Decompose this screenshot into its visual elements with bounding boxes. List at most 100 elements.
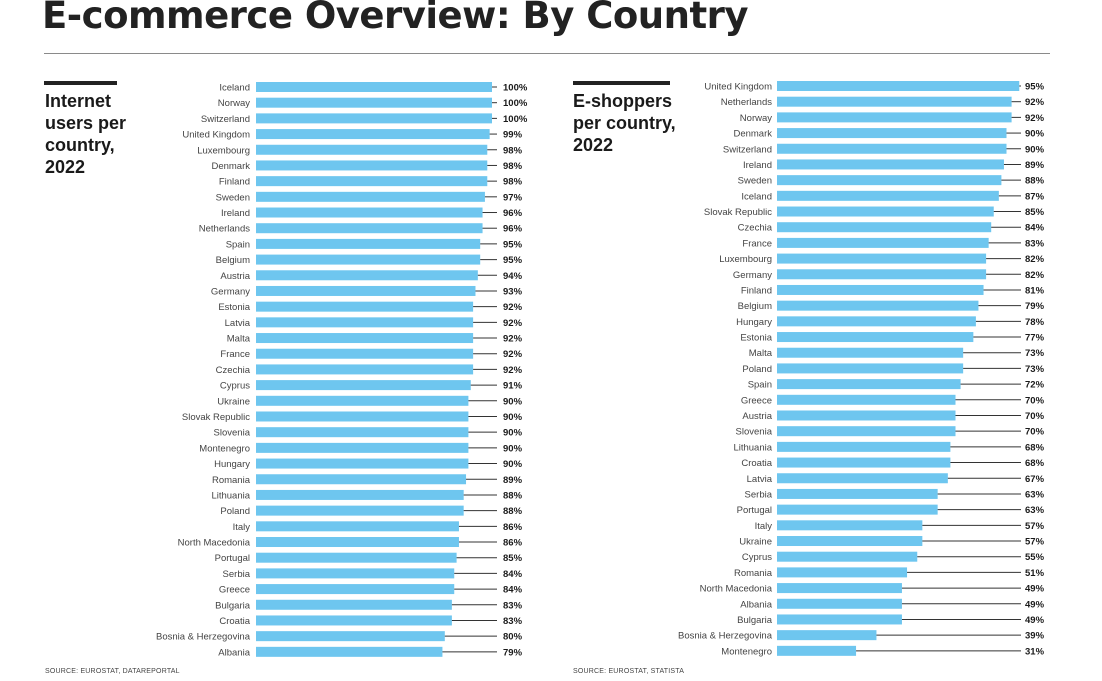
data-label: 51% [1025, 568, 1045, 579]
data-label: 31% [1025, 646, 1045, 657]
category-label: Luxembourg [719, 254, 772, 265]
panel-title-line: per country, [573, 113, 676, 133]
bar [256, 521, 459, 532]
category-label: Malta [227, 334, 251, 345]
bar [777, 536, 923, 547]
category-label: France [742, 238, 772, 249]
bar [256, 427, 469, 438]
panel-title-internet-users: Internet users per country, 2022 [45, 90, 126, 178]
category-label: Czechia [216, 365, 251, 376]
bar [256, 191, 485, 202]
category-label: Latvia [225, 318, 251, 329]
bar [256, 631, 445, 642]
category-label: Greece [741, 395, 772, 406]
category-label: Spain [226, 239, 250, 250]
data-label: 90% [503, 396, 523, 407]
data-label: 79% [503, 647, 523, 658]
data-label: 49% [1025, 599, 1045, 610]
bar [777, 112, 1012, 123]
bar [256, 129, 490, 140]
category-label: Austria [742, 411, 772, 422]
data-label: 93% [503, 286, 523, 297]
bar [777, 128, 1007, 139]
category-label: Belgium [738, 301, 772, 312]
data-label: 68% [1025, 458, 1045, 469]
bar [256, 207, 483, 218]
source-note-eshoppers: SOURCE: EUROSTAT, STATISTA [573, 668, 685, 675]
bar [256, 395, 469, 406]
bar [256, 442, 469, 453]
bar [777, 630, 877, 641]
category-label: Estonia [218, 302, 250, 313]
data-label: 67% [1025, 474, 1045, 485]
data-label: 95% [503, 239, 523, 250]
category-label: Croatia [741, 458, 772, 469]
data-label: 88% [1025, 176, 1045, 187]
category-label: Poland [742, 364, 772, 375]
panel-title-line: country, [45, 135, 115, 155]
category-label: Italy [233, 522, 251, 533]
category-label: Slovenia [736, 427, 773, 438]
bar [777, 551, 918, 562]
data-label: 90% [503, 412, 523, 423]
category-label: Ireland [743, 160, 772, 171]
page-title: E-commerce Overview: By Country [42, 0, 749, 37]
bar [256, 301, 474, 312]
data-label: 88% [503, 490, 523, 501]
bar [256, 458, 469, 469]
category-label: Cyprus [742, 552, 772, 563]
panel-title-line: Internet [45, 91, 112, 111]
category-label: Ireland [221, 208, 250, 219]
bar [777, 426, 956, 437]
panel-title-line: E-shoppers [573, 91, 673, 111]
bar [256, 97, 492, 108]
panel-accent-bar-internet [44, 81, 117, 85]
category-label: Germany [733, 270, 772, 281]
category-label: Slovak Republic [704, 207, 772, 218]
bar [777, 614, 902, 625]
data-label: 49% [1025, 615, 1045, 626]
bar [777, 504, 938, 515]
category-label: Bosnia & Herzegovina [678, 631, 773, 642]
data-label: 90% [1025, 144, 1045, 155]
data-label: 63% [1025, 489, 1045, 500]
category-label: Albania [740, 599, 772, 610]
bar [777, 206, 994, 217]
data-label: 89% [503, 475, 523, 486]
category-label: Finland [741, 285, 772, 296]
category-label: Portugal [215, 553, 250, 564]
panel-accent-bar-eshoppers [573, 81, 670, 85]
data-label: 68% [1025, 442, 1045, 453]
data-label: 91% [503, 381, 523, 392]
data-label: 97% [503, 192, 523, 203]
bar [777, 645, 857, 656]
data-label: 87% [1025, 191, 1045, 202]
data-label: 94% [503, 271, 523, 282]
bar [777, 300, 979, 311]
category-label: Portugal [737, 505, 772, 516]
category-label: Serbia [745, 489, 773, 500]
bar [777, 379, 961, 390]
category-label: Poland [220, 506, 250, 517]
bar [256, 160, 488, 171]
bar [256, 411, 469, 422]
bar [777, 394, 956, 405]
category-label: Malta [749, 348, 773, 359]
data-label: 49% [1025, 584, 1045, 595]
category-label: Hungary [736, 317, 772, 328]
data-label: 79% [1025, 301, 1045, 312]
data-label: 70% [1025, 411, 1045, 422]
data-label: 88% [503, 506, 523, 517]
data-label: 82% [1025, 270, 1045, 281]
bar [256, 254, 481, 265]
data-label: 92% [503, 318, 523, 329]
category-label: Montenegro [199, 443, 250, 454]
bar [777, 175, 1002, 186]
category-label: Ukraine [217, 396, 250, 407]
bar [256, 489, 464, 500]
category-label: Czechia [738, 223, 773, 234]
data-label: 98% [503, 177, 523, 188]
bar [256, 144, 488, 155]
